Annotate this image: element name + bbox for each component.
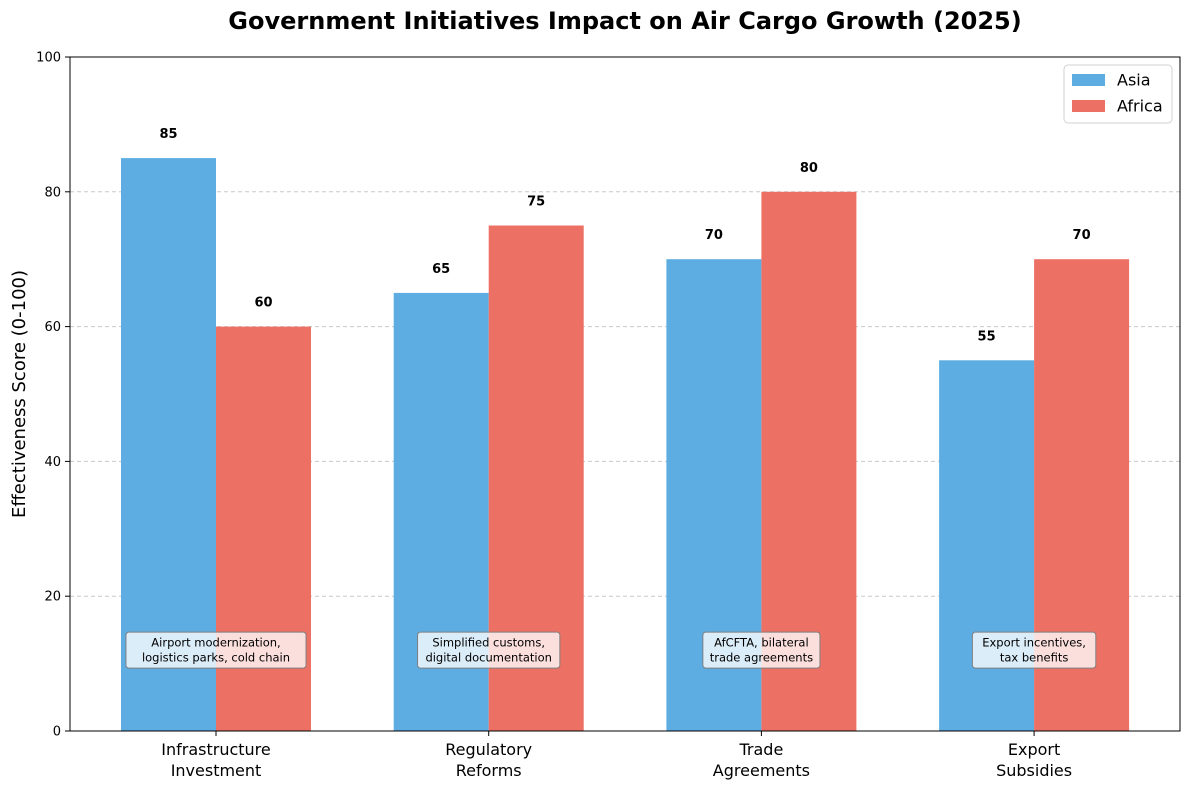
x-category-label: Reforms — [456, 761, 522, 780]
data-label-asia: 85 — [159, 127, 177, 142]
annotation-text: trade agreements — [710, 651, 813, 665]
annotation-text: Simplified customs, — [432, 636, 545, 650]
plot-frame — [69, 56, 1181, 732]
data-label-africa: 60 — [254, 296, 272, 311]
annotation-frame — [702, 631, 821, 669]
y-tick-label: 20 — [44, 590, 61, 605]
annotation-text: AfCFTA, bilateral — [714, 636, 809, 650]
chart-title: Government Initiatives Impact on Air Car… — [228, 7, 1021, 35]
y-axis-label: Effectiveness Score (0-100) — [9, 270, 30, 518]
data-label-africa: 70 — [1073, 228, 1091, 243]
x-category-label: Trade — [738, 740, 783, 759]
annotation-frame — [971, 631, 1097, 669]
legend-label-africa: Africa — [1117, 97, 1163, 116]
y-tick-label: 100 — [36, 51, 61, 66]
annotation-box: Export incentives,tax benefits — [971, 631, 1097, 669]
y-tick-label: 60 — [44, 320, 61, 335]
annotation-frame — [417, 631, 561, 669]
data-label-africa: 75 — [527, 195, 545, 210]
x-category-label: Agreements — [713, 761, 810, 780]
annotation-text: logistics parks, cold chain — [142, 651, 290, 665]
annotation-box: Airport modernization,logistics parks, c… — [125, 631, 307, 669]
annotation-text: digital documentation — [425, 651, 552, 665]
annotation-text: Export incentives, — [982, 636, 1086, 650]
data-label-asia: 55 — [978, 329, 996, 344]
y-tick-label: 40 — [44, 455, 61, 470]
x-category-label: Investment — [171, 761, 262, 780]
legend: Asia Africa — [1063, 64, 1173, 124]
y-tick-label: 0 — [53, 725, 61, 740]
bar-africa — [216, 326, 311, 731]
y-tick-label: 80 — [44, 185, 61, 200]
annotation-frame — [125, 631, 307, 669]
legend-label-asia: Asia — [1117, 71, 1151, 90]
x-category-label: Export — [1008, 740, 1060, 759]
data-label-asia: 65 — [432, 262, 450, 277]
annotation-text: tax benefits — [1000, 651, 1069, 665]
annotation-text: Airport modernization, — [151, 636, 280, 650]
x-category-label: Infrastructure — [161, 740, 270, 759]
x-category-label: Regulatory — [445, 740, 532, 759]
annotation-box: Simplified customs,digital documentation — [417, 631, 561, 669]
bar-asia — [939, 360, 1035, 731]
data-label-asia: 70 — [705, 228, 723, 243]
legend-swatch-asia — [1072, 74, 1105, 86]
x-category-label: Subsidies — [996, 761, 1072, 780]
data-label-africa: 80 — [800, 161, 818, 176]
legend-swatch-africa — [1072, 100, 1105, 112]
